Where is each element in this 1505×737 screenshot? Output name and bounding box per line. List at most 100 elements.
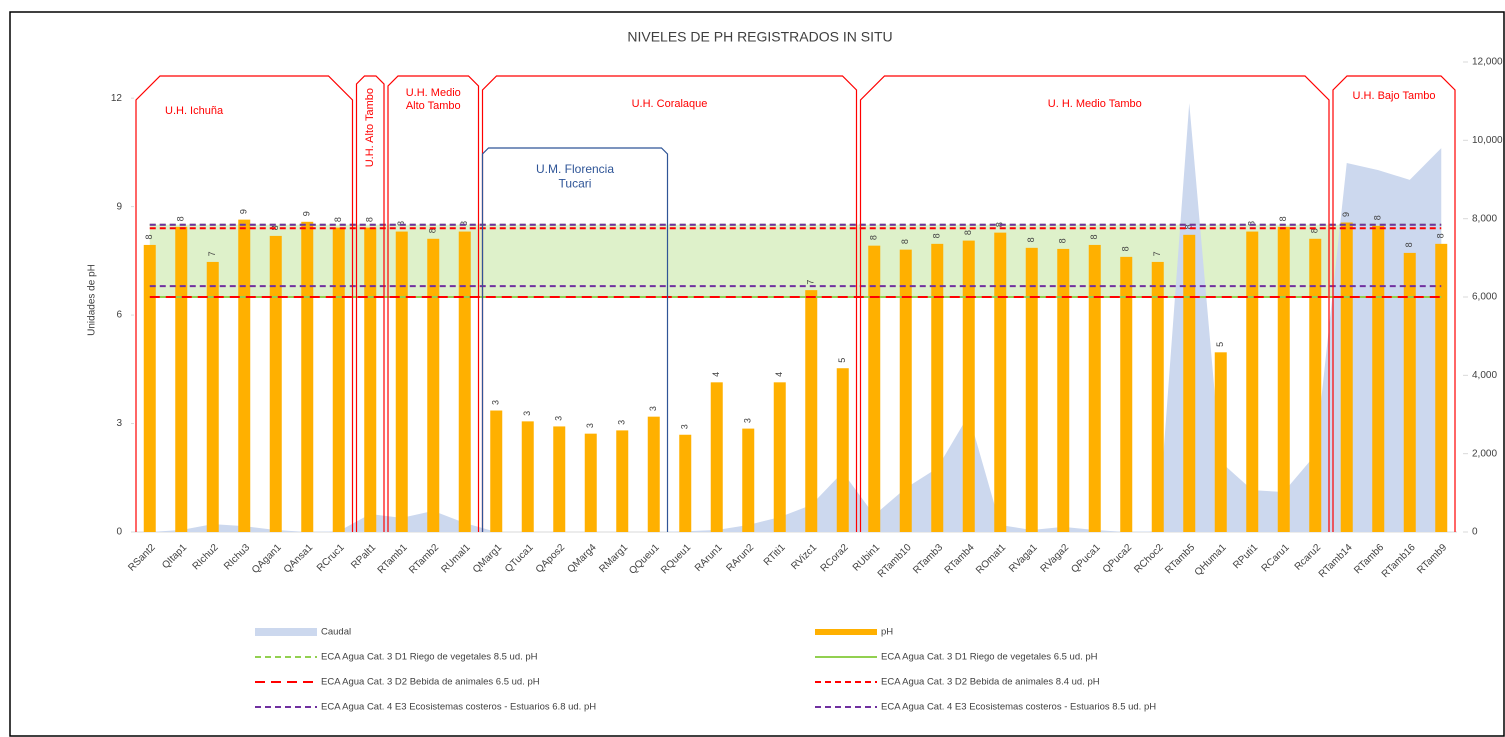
- bar: [206, 261, 219, 532]
- legend-label: Caudal: [321, 627, 351, 638]
- y2-tick-label: 4,000: [1472, 370, 1497, 381]
- bar: [269, 235, 282, 532]
- bar: [1214, 352, 1227, 532]
- legend-label: ECA Agua Cat. 3 D1 Riego de vegetales 6.…: [881, 652, 1098, 663]
- legend-label: ECA Agua Cat. 4 E3 Ecosistemas costeros …: [321, 702, 596, 713]
- bar: [301, 221, 314, 533]
- bar: [1025, 247, 1038, 533]
- data-label: 8: [365, 217, 375, 222]
- group-box: [355, 75, 385, 532]
- bar: [143, 244, 156, 532]
- y-axis-label: Unidades de pH: [87, 264, 98, 336]
- legend-label: ECA Agua Cat. 3 D2 Bebida de animales 8.…: [881, 677, 1100, 688]
- bar: [1340, 222, 1353, 532]
- data-label: 8: [1089, 234, 1099, 239]
- group-label: U.H. Ichuña: [165, 105, 224, 117]
- data-label: 8: [333, 217, 343, 222]
- group-label: U.H. Bajo Tambo: [1353, 90, 1436, 102]
- data-label: 8: [869, 235, 879, 240]
- bar: [805, 290, 818, 532]
- bar: [836, 368, 849, 532]
- bar: [1309, 238, 1322, 533]
- bar: [364, 227, 377, 533]
- bar: [332, 227, 345, 533]
- data-label: 3: [680, 424, 690, 429]
- bar: [1246, 231, 1259, 533]
- data-label: 9: [239, 209, 249, 214]
- legend-label: ECA Agua Cat. 3 D2 Bebida de animales 6.…: [321, 677, 540, 688]
- data-label: 8: [932, 233, 942, 238]
- data-label: 8: [995, 222, 1005, 227]
- data-label: 3: [554, 416, 564, 421]
- y-tick-label: 12: [111, 93, 123, 104]
- y2-tick-label: 2,000: [1472, 448, 1497, 459]
- data-label: 5: [837, 358, 847, 363]
- bar: [679, 434, 692, 532]
- legend-label: pH: [881, 627, 893, 638]
- data-label: 3: [617, 420, 627, 425]
- bar: [1183, 234, 1196, 533]
- data-label: 8: [396, 221, 406, 226]
- bar: [616, 430, 629, 532]
- data-label: 3: [491, 400, 501, 405]
- data-label: 3: [648, 406, 658, 411]
- data-label: 3: [522, 411, 532, 416]
- bar: [584, 433, 597, 532]
- group-label: U. H. Medio Tambo: [1048, 98, 1142, 110]
- bar: [1277, 226, 1290, 532]
- group-box: [135, 75, 354, 532]
- data-label: 8: [1184, 224, 1194, 229]
- bar: [931, 243, 944, 532]
- y2-tick-label: 12,000: [1472, 57, 1503, 68]
- data-label: 8: [1373, 215, 1383, 220]
- group-label: U.H. Coralaque: [632, 98, 708, 110]
- bar: [773, 382, 786, 532]
- group-box: [1332, 75, 1456, 532]
- bar: [962, 240, 975, 532]
- bar: [1372, 225, 1385, 532]
- data-label: 8: [1058, 238, 1068, 243]
- legend-label: ECA Agua Cat. 4 E3 Ecosistemas costeros …: [881, 702, 1156, 713]
- data-label: 8: [1247, 221, 1257, 226]
- bar: [994, 232, 1007, 532]
- data-label: 8: [1404, 242, 1414, 247]
- data-label: 3: [743, 418, 753, 423]
- data-label: 8: [144, 234, 154, 239]
- bar: [1120, 256, 1133, 532]
- bar: [175, 226, 188, 532]
- data-label: 8: [176, 216, 186, 221]
- group-label: U.M. Florencia: [536, 162, 614, 176]
- bar: [710, 382, 723, 532]
- data-label: 8: [428, 228, 438, 233]
- group-box: [859, 75, 1330, 532]
- legend-swatch: [815, 629, 877, 635]
- bar: [553, 426, 566, 532]
- data-label: 4: [711, 372, 721, 377]
- data-label: 8: [1026, 237, 1036, 242]
- legend-swatch: [255, 628, 317, 636]
- bar: [490, 410, 503, 532]
- bar: [868, 245, 881, 532]
- data-label: 7: [207, 251, 217, 256]
- bar: [427, 238, 440, 533]
- y-tick-label: 9: [116, 201, 122, 212]
- data-label: 8: [1310, 228, 1320, 233]
- data-label: 8: [963, 230, 973, 235]
- data-label: 8: [1278, 216, 1288, 221]
- bar: [742, 428, 755, 532]
- bar: [647, 416, 660, 532]
- bar: [899, 249, 912, 532]
- bar: [1057, 248, 1070, 532]
- data-label: 8: [1121, 246, 1131, 251]
- data-label: 3: [585, 423, 595, 428]
- data-label: 7: [1152, 251, 1162, 256]
- data-label: 8: [900, 239, 910, 244]
- bar: [1151, 261, 1164, 532]
- bar: [458, 231, 471, 533]
- data-label: 5: [1215, 342, 1225, 347]
- bar: [395, 231, 408, 533]
- y-tick-label: 3: [116, 418, 122, 429]
- group-box: [387, 75, 480, 532]
- data-label: 8: [1436, 233, 1446, 238]
